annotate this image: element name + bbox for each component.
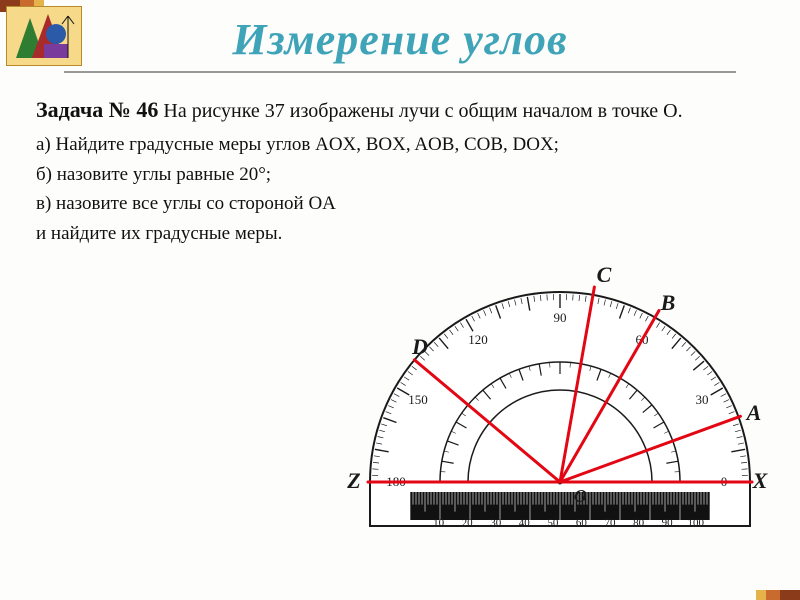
svg-text:60: 60	[576, 517, 588, 529]
svg-text:70: 70	[605, 517, 617, 529]
top-accent-bars	[0, 0, 800, 12]
svg-text:90: 90	[554, 310, 567, 325]
task-part-b: б) назовите углы равные 20°;	[36, 161, 764, 189]
svg-text:Z: Z	[346, 468, 360, 493]
svg-text:90: 90	[662, 517, 674, 529]
protractor-figure: 0306090120150180102030405060708090100OXA…	[340, 250, 780, 570]
svg-text:B: B	[660, 290, 676, 315]
svg-text:150: 150	[408, 392, 428, 407]
svg-text:30: 30	[490, 517, 502, 529]
svg-text:C: C	[597, 262, 612, 287]
svg-text:120: 120	[468, 332, 488, 347]
svg-text:D: D	[411, 334, 428, 359]
task-text: Задача № 46 На рисунке 37 изображены луч…	[0, 73, 800, 247]
task-number: Задача № 46	[36, 97, 158, 122]
svg-text:X: X	[752, 468, 769, 493]
svg-text:10: 10	[433, 517, 445, 529]
task-part-c2: и найдите их градусные меры.	[36, 220, 764, 248]
svg-text:80: 80	[633, 517, 645, 529]
svg-text:30: 30	[696, 392, 709, 407]
svg-text:40: 40	[519, 517, 531, 529]
svg-text:O: O	[574, 486, 587, 506]
task-part-a: а) Найдите градусные меры углов AOX, BOX…	[36, 131, 764, 159]
task-part-c: в) назовите все углы со стороной OA	[36, 190, 764, 218]
svg-text:50: 50	[547, 517, 559, 529]
svg-text:20: 20	[462, 517, 474, 529]
svg-text:100: 100	[687, 517, 704, 529]
svg-text:A: A	[745, 400, 762, 425]
task-intro: На рисунке 37 изображены лучи с общим на…	[163, 100, 682, 122]
corner-logo	[6, 6, 82, 66]
bottom-accent-bars	[756, 590, 800, 600]
